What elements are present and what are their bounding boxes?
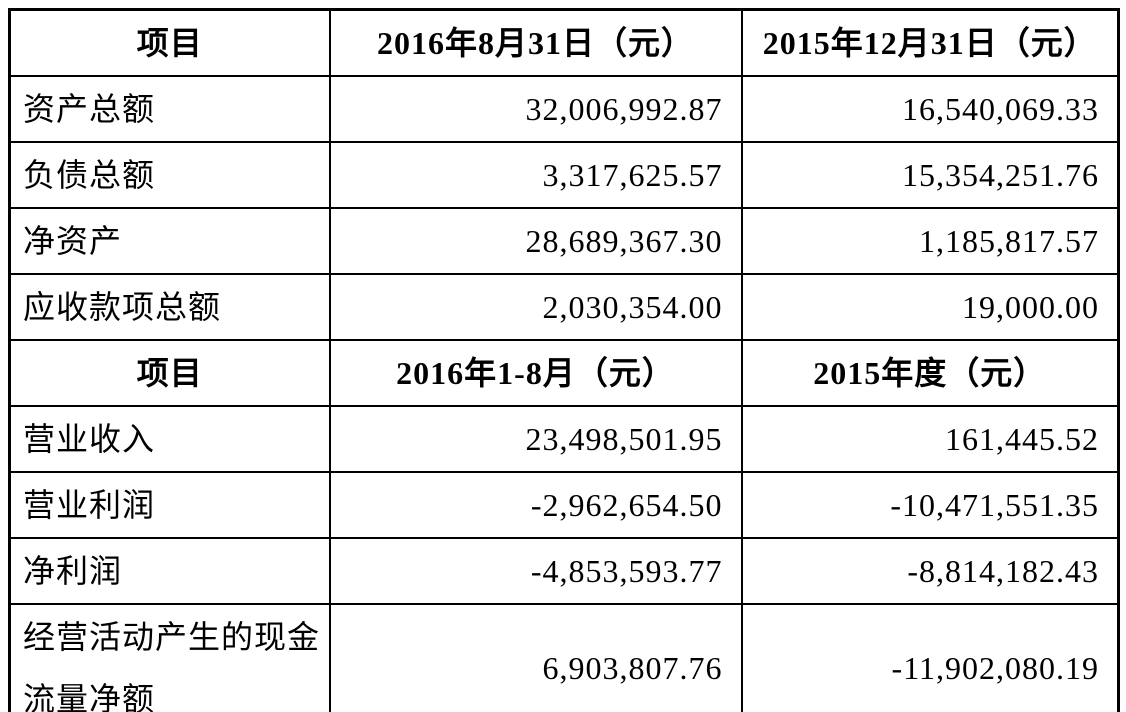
row-label-cell: 负债总额 [8, 141, 331, 209]
section1-header-row: 项目 2016年8月31日（元） 2015年12月31日（元） [8, 8, 1120, 77]
section2-period2-header-cell: 2015年度（元） [740, 339, 1120, 407]
row-label-cell: 应收款项总额 [8, 273, 331, 341]
table-row-operating-cash-flow: 经营活动产生的现金流量净额 6,903,807.76 -11,902,080.1… [8, 603, 1120, 712]
value-cell: -4,853,593.77 [328, 537, 743, 605]
value-cell: 32,006,992.87 [328, 75, 743, 143]
row-label-cell: 净资产 [8, 207, 331, 275]
table-row-total-assets: 资产总额 32,006,992.87 16,540,069.33 [8, 75, 1120, 143]
value-cell: 16,540,069.33 [740, 75, 1120, 143]
table-row-operating-profit: 营业利润 -2,962,654.50 -10,471,551.35 [8, 471, 1120, 539]
value-cell: -2,962,654.50 [328, 471, 743, 539]
value-cell: 3,317,625.57 [328, 141, 743, 209]
value-cell: 1,185,817.57 [740, 207, 1120, 275]
financial-data-table: 项目 2016年8月31日（元） 2015年12月31日（元） 资产总额 32,… [8, 8, 1120, 712]
section2-period1-header-cell: 2016年1-8月（元） [328, 339, 743, 407]
table-row-total-liabilities: 负债总额 3,317,625.57 15,354,251.76 [8, 141, 1120, 209]
value-cell: 2,030,354.00 [328, 273, 743, 341]
value-cell: -8,814,182.43 [740, 537, 1120, 605]
value-cell: 19,000.00 [740, 273, 1120, 341]
section2-header-row: 项目 2016年1-8月（元） 2015年度（元） [8, 339, 1120, 407]
value-cell: -10,471,551.35 [740, 471, 1120, 539]
section1-item-header-cell: 项目 [8, 8, 331, 77]
row-label-cell: 营业利润 [8, 471, 331, 539]
section1-period1-header-cell: 2016年8月31日（元） [328, 8, 743, 77]
value-cell: 6,903,807.76 [328, 603, 743, 712]
section1-period2-header-cell: 2015年12月31日（元） [740, 8, 1120, 77]
table-row-operating-revenue: 营业收入 23,498,501.95 161,445.52 [8, 405, 1120, 473]
value-cell: 161,445.52 [740, 405, 1120, 473]
value-cell: -11,902,080.19 [740, 603, 1120, 712]
row-label-cell: 营业收入 [8, 405, 331, 473]
row-label-cell: 经营活动产生的现金流量净额 [8, 603, 331, 712]
value-cell: 15,354,251.76 [740, 141, 1120, 209]
table-row-net-profit: 净利润 -4,853,593.77 -8,814,182.43 [8, 537, 1120, 605]
section2-item-header-cell: 项目 [8, 339, 331, 407]
table-row-net-assets: 净资产 28,689,367.30 1,185,817.57 [8, 207, 1120, 275]
value-cell: 23,498,501.95 [328, 405, 743, 473]
row-label-cell: 净利润 [8, 537, 331, 605]
row-label-cell: 资产总额 [8, 75, 331, 143]
value-cell: 28,689,367.30 [328, 207, 743, 275]
table-row-total-receivables: 应收款项总额 2,030,354.00 19,000.00 [8, 273, 1120, 341]
